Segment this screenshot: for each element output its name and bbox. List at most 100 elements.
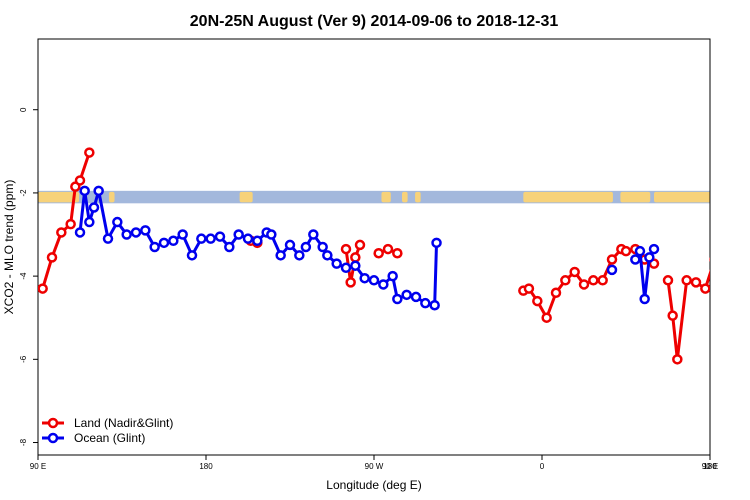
data-point <box>345 277 356 288</box>
data-point <box>74 227 86 238</box>
series-ocean <box>74 185 750 311</box>
data-point <box>112 216 123 228</box>
y-axis-label: XCO2 - MLO trend (ppm) <box>2 180 16 315</box>
data-point <box>242 233 254 244</box>
data-point <box>401 289 412 301</box>
data-point <box>709 257 710 262</box>
data-point <box>233 229 244 240</box>
data-point <box>700 283 710 294</box>
data-point <box>350 260 361 271</box>
data-point <box>743 187 750 195</box>
data-point <box>65 218 76 230</box>
map-strip-land <box>523 191 613 203</box>
data-point <box>392 293 403 305</box>
map-strip-land <box>381 191 391 203</box>
data-point <box>532 295 543 307</box>
data-point <box>196 233 207 244</box>
data-point <box>667 310 678 321</box>
data-point <box>662 275 674 286</box>
data-point <box>378 279 389 290</box>
series-land <box>38 147 747 365</box>
data-point <box>322 250 333 261</box>
x-tick-label: 90 E <box>30 462 46 471</box>
data-point <box>121 229 132 240</box>
data-point <box>308 229 319 240</box>
data-point <box>140 225 151 236</box>
y-tick-label: -8 <box>19 438 28 446</box>
data-point <box>392 247 403 259</box>
data-point <box>639 293 650 305</box>
data-point <box>588 275 599 286</box>
data-point <box>620 245 632 257</box>
data-point <box>158 237 170 249</box>
x-axis-label: Longitude (deg E) <box>326 478 421 492</box>
data-point <box>569 266 580 278</box>
data-point <box>672 354 683 365</box>
data-point <box>354 239 366 251</box>
data-point <box>88 202 100 213</box>
y-axis: 0 -2 -4 -6 -8 <box>19 107 38 446</box>
data-point <box>734 228 742 236</box>
data-point <box>734 183 742 191</box>
data-point <box>359 272 370 284</box>
data-point <box>634 245 646 257</box>
data-point <box>275 250 286 261</box>
data-point <box>368 275 380 286</box>
data-point <box>149 241 160 253</box>
data-point <box>79 185 90 197</box>
data-point <box>340 262 352 274</box>
x-tick-label: 90 E <box>702 462 718 471</box>
data-point <box>373 247 384 259</box>
data-point <box>38 283 48 294</box>
data-point <box>252 235 263 247</box>
map-strip-land <box>239 191 253 203</box>
data-point <box>284 239 296 251</box>
data-point <box>168 235 179 247</box>
y-tick-label: -4 <box>19 272 28 280</box>
data-point <box>387 270 398 282</box>
data-point <box>420 297 431 309</box>
data-point <box>541 312 552 323</box>
data-point <box>84 147 95 158</box>
data-point <box>739 176 747 184</box>
data-point <box>186 250 198 261</box>
data-point <box>690 277 702 288</box>
data-point <box>56 227 67 238</box>
x-tick-label: 180 <box>703 462 717 471</box>
data-point <box>523 283 535 294</box>
data-point <box>410 291 422 303</box>
series-layer <box>38 147 750 365</box>
series-line <box>666 269 710 361</box>
legend: Land (Nadir&Glint) Ocean (Glint) <box>42 416 173 445</box>
series-line <box>738 191 750 247</box>
data-point <box>382 243 394 255</box>
data-point <box>725 220 733 228</box>
data-point <box>317 241 328 253</box>
data-point <box>350 252 361 263</box>
data-point <box>550 287 562 299</box>
map-strip-land <box>415 191 421 203</box>
data-point <box>74 175 86 186</box>
data-point <box>648 243 660 255</box>
data-point <box>606 264 618 276</box>
legend-land-label: Land (Nadir&Glint) <box>74 416 173 430</box>
data-point <box>266 229 277 240</box>
legend-land-marker <box>47 417 59 429</box>
x-tick-label: 180 <box>199 462 213 471</box>
data-point <box>130 227 142 238</box>
data-point <box>340 243 352 255</box>
data-point <box>644 252 655 263</box>
data-point <box>46 252 58 263</box>
y-tick-label: 0 <box>19 107 28 112</box>
plot-frame <box>37 38 711 456</box>
data-point <box>102 233 114 244</box>
data-point <box>177 229 188 240</box>
data-point <box>205 233 216 244</box>
y-tick-label: -2 <box>19 189 28 197</box>
map-strip-land <box>620 191 651 203</box>
chart-title: 20N-25N August (Ver 9) 2014-09-06 to 201… <box>190 13 559 30</box>
data-point <box>597 275 608 286</box>
data-point <box>429 299 440 311</box>
